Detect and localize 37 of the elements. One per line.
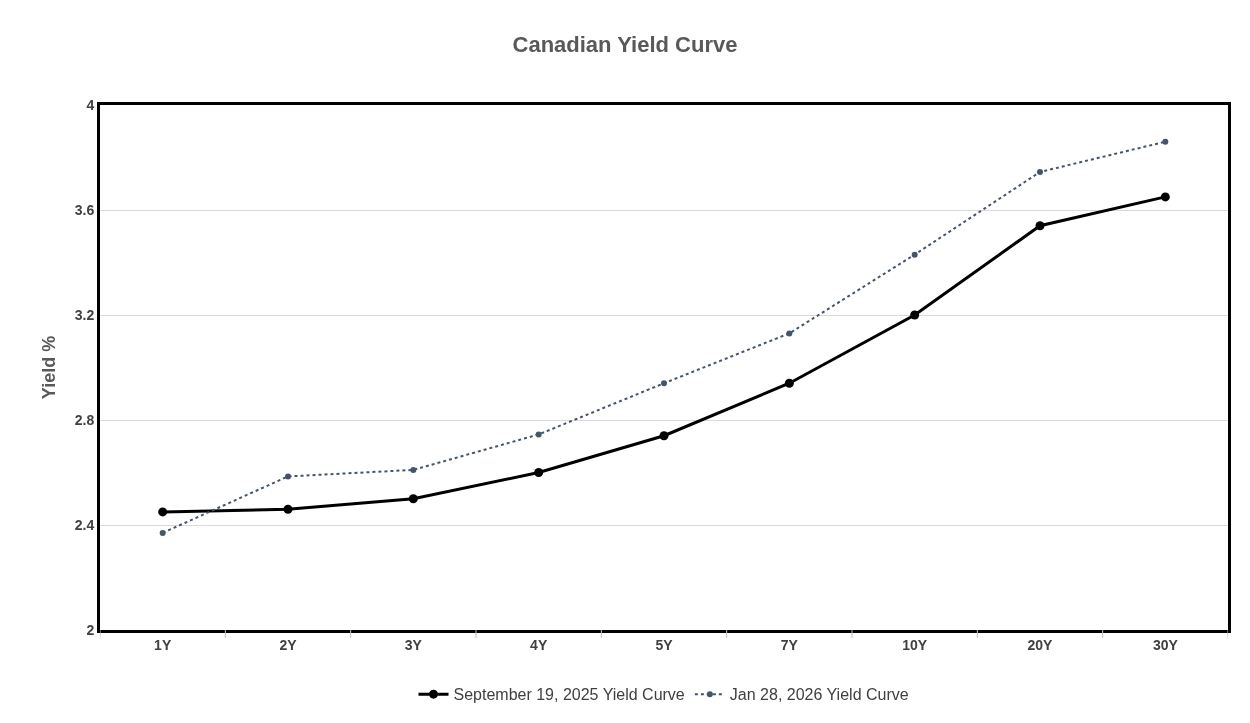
x-tick-label: 3Y: [404, 636, 423, 653]
point: [285, 473, 291, 480]
point: [786, 330, 793, 337]
y-tick-label: 2.8: [74, 411, 95, 428]
y-axis-title: Yield %: [38, 335, 59, 400]
point: [661, 380, 667, 387]
point: [1162, 138, 1169, 145]
point: [910, 310, 920, 320]
point: [408, 494, 418, 504]
x-tick-label: 5Y: [655, 636, 674, 653]
x-tick-label: 20Y: [1027, 636, 1054, 653]
y-tick-label: 2: [86, 621, 95, 638]
point: [283, 504, 293, 514]
y-tick-label: 4: [86, 96, 95, 113]
legend-label: September 19, 2025 Yield Curve: [453, 686, 685, 704]
point: [158, 507, 168, 517]
point: [534, 468, 544, 477]
point: [784, 378, 794, 388]
x-tick-label: 30Y: [1152, 636, 1179, 653]
chart-title: Canadian Yield Curve: [512, 31, 738, 57]
x-tick-label: 4Y: [530, 636, 548, 653]
x-tick-label: 1Y: [154, 636, 172, 653]
y-tick-label: 2.4: [74, 516, 95, 533]
y-tick-label: 3.2: [74, 306, 95, 323]
point: [659, 431, 669, 441]
x-tick-label: 2Y: [279, 636, 298, 653]
point: [410, 466, 417, 473]
y-tick-label: 3.6: [74, 201, 95, 218]
point: [1035, 221, 1045, 231]
point: [1160, 192, 1170, 202]
point: [535, 431, 542, 438]
legend-label: Jan 28, 2026 Yield Curve: [729, 686, 909, 704]
x-tick-label: 7Y: [780, 636, 799, 653]
point: [911, 251, 918, 258]
point: [159, 529, 166, 536]
x-tick-label: 10Y: [902, 636, 928, 653]
point: [1037, 168, 1043, 175]
